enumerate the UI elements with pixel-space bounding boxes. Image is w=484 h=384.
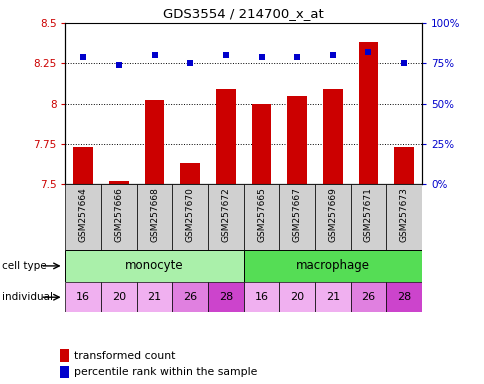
Text: GSM257664: GSM257664	[78, 188, 88, 242]
Bar	[180, 163, 199, 184]
Bar	[393, 147, 413, 184]
Text: GSM257668: GSM257668	[150, 188, 159, 242]
Text: 21: 21	[147, 292, 161, 302]
Bar	[358, 42, 378, 184]
Text: macrophage: macrophage	[295, 260, 369, 272]
Bar	[243, 282, 279, 312]
Bar	[60, 349, 69, 362]
Text: GSM257669: GSM257669	[328, 188, 337, 242]
Bar	[60, 366, 69, 379]
Bar	[208, 282, 243, 312]
Bar	[109, 181, 128, 184]
Point	[186, 60, 194, 66]
Text: 28: 28	[218, 292, 232, 302]
Point	[151, 52, 158, 58]
Bar	[136, 184, 172, 250]
Bar	[314, 282, 350, 312]
Bar	[216, 89, 235, 184]
Bar	[65, 282, 101, 312]
Point	[222, 52, 229, 58]
Text: transformed count: transformed count	[74, 351, 175, 361]
Text: 28: 28	[396, 292, 410, 302]
Text: 20: 20	[112, 292, 126, 302]
Text: 20: 20	[289, 292, 303, 302]
Text: GSM257673: GSM257673	[399, 188, 408, 242]
Point	[399, 60, 407, 66]
Text: 26: 26	[183, 292, 197, 302]
Text: 21: 21	[325, 292, 339, 302]
Bar	[243, 250, 421, 282]
Text: individual: individual	[2, 292, 53, 302]
Bar	[279, 184, 314, 250]
Bar	[145, 101, 164, 184]
Text: 16: 16	[254, 292, 268, 302]
Text: cell type: cell type	[2, 261, 47, 271]
Bar	[136, 282, 172, 312]
Bar	[314, 184, 350, 250]
Point	[328, 52, 336, 58]
Bar	[243, 184, 279, 250]
Text: percentile rank within the sample: percentile rank within the sample	[74, 367, 257, 377]
Title: GDS3554 / 214700_x_at: GDS3554 / 214700_x_at	[163, 7, 323, 20]
Text: GSM257666: GSM257666	[114, 188, 123, 242]
Bar	[385, 184, 421, 250]
Bar	[385, 282, 421, 312]
Text: GSM257667: GSM257667	[292, 188, 301, 242]
Bar	[101, 184, 136, 250]
Bar	[350, 184, 385, 250]
Bar	[208, 184, 243, 250]
Bar	[251, 104, 271, 184]
Text: GSM257672: GSM257672	[221, 188, 230, 242]
Text: 26: 26	[361, 292, 375, 302]
Point	[79, 54, 87, 60]
Point	[364, 49, 372, 55]
Bar	[101, 282, 136, 312]
Text: monocyte: monocyte	[125, 260, 183, 272]
Point	[115, 62, 122, 68]
Text: GSM257671: GSM257671	[363, 188, 372, 242]
Bar	[172, 184, 208, 250]
Bar	[287, 96, 306, 184]
Bar	[65, 184, 101, 250]
Bar	[350, 282, 385, 312]
Text: 16: 16	[76, 292, 90, 302]
Bar	[74, 147, 93, 184]
Bar	[172, 282, 208, 312]
Bar	[322, 89, 342, 184]
Bar	[65, 250, 243, 282]
Text: GSM257665: GSM257665	[257, 188, 266, 242]
Text: GSM257670: GSM257670	[185, 188, 195, 242]
Point	[293, 54, 301, 60]
Bar	[279, 282, 314, 312]
Point	[257, 54, 265, 60]
